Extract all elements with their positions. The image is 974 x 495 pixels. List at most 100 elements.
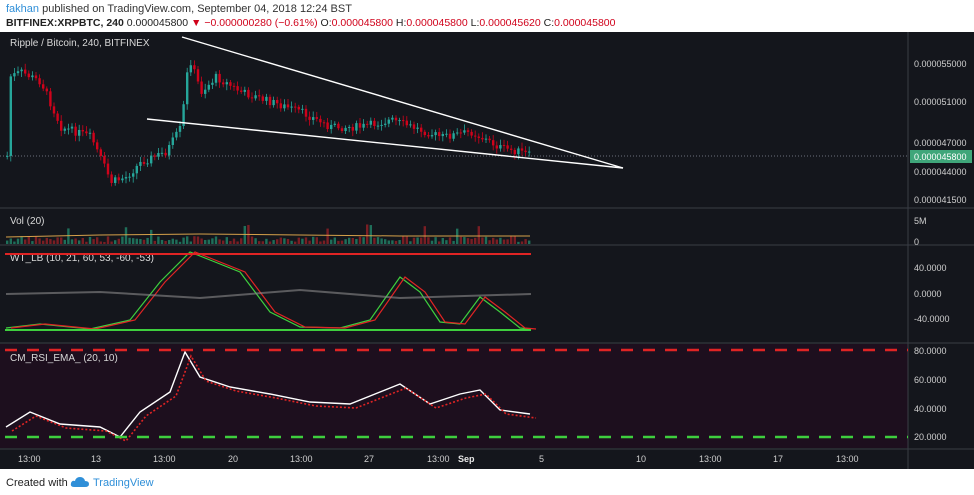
candle-body xyxy=(189,65,192,73)
volume-bar xyxy=(268,241,272,244)
volume-series[interactable] xyxy=(5,224,531,244)
candle-body xyxy=(81,130,84,132)
volume-bar xyxy=(96,237,99,244)
time-label: 13:00 xyxy=(699,454,722,464)
rsi-ema-line xyxy=(11,354,537,443)
candle-body xyxy=(308,116,311,120)
tradingview-cloud-icon[interactable] xyxy=(70,475,90,492)
volume-pane-title: Vol (20) xyxy=(10,216,44,227)
candle-body xyxy=(272,99,275,106)
volume-bar xyxy=(362,237,365,244)
candle-body xyxy=(394,117,398,121)
volume-bar xyxy=(207,239,210,244)
candle-body xyxy=(441,134,444,137)
volume-bar xyxy=(258,241,261,244)
candle-body xyxy=(60,120,63,131)
volume-bar xyxy=(182,237,185,244)
candle-body xyxy=(70,126,74,129)
candle-body xyxy=(474,135,477,137)
rsi-series[interactable] xyxy=(5,350,537,443)
volume-bar xyxy=(171,238,174,244)
candle-body xyxy=(153,155,156,157)
lower-trendline[interactable] xyxy=(146,118,624,169)
volume-bar xyxy=(452,240,455,244)
candle-body xyxy=(67,128,70,130)
volume-bar xyxy=(186,236,189,244)
candle-body xyxy=(182,104,185,127)
current-price-label: 0.000045800 xyxy=(914,152,967,162)
volume-bar xyxy=(229,241,232,244)
candle-body xyxy=(139,161,142,166)
candle-body xyxy=(528,151,531,153)
wt-pane[interactable] xyxy=(0,246,908,342)
candle-body xyxy=(344,127,347,131)
high-label: H: xyxy=(395,17,407,29)
time-label: 20 xyxy=(228,454,238,464)
volume-bar xyxy=(92,239,95,244)
volume-bar xyxy=(49,239,52,244)
candle-body xyxy=(200,81,203,94)
volume-bar xyxy=(265,238,268,244)
wt-histogram xyxy=(5,288,532,300)
volume-bar xyxy=(384,239,387,244)
candle-body xyxy=(348,126,351,128)
chart-svg[interactable]: Ripple / Bitcoin, 240, BITFINEX Vol (20)… xyxy=(0,32,974,469)
volume-bar xyxy=(225,237,228,244)
volume-bar xyxy=(168,240,171,244)
last-price: 0.000045800 xyxy=(126,17,189,29)
time-label: 27 xyxy=(364,454,374,464)
upper-trendline[interactable] xyxy=(181,36,624,169)
volume-bar xyxy=(459,236,462,244)
candle-body xyxy=(106,163,110,175)
main-pane[interactable] xyxy=(0,32,908,207)
wt-series[interactable] xyxy=(5,251,537,330)
volume-bar xyxy=(124,227,128,244)
volume-bar xyxy=(474,237,477,244)
volume-bar xyxy=(157,236,160,244)
candle-body xyxy=(499,145,502,149)
candlestick-series[interactable] xyxy=(6,60,531,187)
candle-body xyxy=(204,89,207,94)
volume-label: 5M xyxy=(914,216,927,226)
candle-body xyxy=(358,123,362,128)
volume-bar xyxy=(445,240,448,244)
candle-body xyxy=(211,82,214,85)
volume-bar xyxy=(45,237,48,244)
candle-body xyxy=(337,123,340,129)
volume-bar xyxy=(254,238,257,244)
down-arrow-icon: ▼ xyxy=(191,17,202,29)
volume-bar xyxy=(164,241,167,244)
volume-bar xyxy=(355,238,358,244)
volume-bar xyxy=(366,224,369,244)
candle-body xyxy=(351,126,354,131)
volume-bar xyxy=(9,238,12,244)
candle-body xyxy=(369,120,372,125)
volume-bar xyxy=(481,237,484,244)
volume-bar xyxy=(52,240,56,244)
candle-body xyxy=(294,106,297,108)
author-link[interactable]: fakhan xyxy=(6,3,40,15)
candle-body xyxy=(240,90,243,92)
volume-bar xyxy=(81,238,84,244)
candle-body xyxy=(207,84,210,90)
wt-pane-title: WT_LB (10, 21, 60, 53, -60, -53) xyxy=(10,253,154,264)
volume-bar xyxy=(524,239,527,244)
volume-bar xyxy=(330,239,333,244)
volume-bar xyxy=(434,237,437,244)
volume-bar xyxy=(250,236,254,244)
chart-area[interactable]: Ripple / Bitcoin, 240, BITFINEX Vol (20)… xyxy=(0,32,974,469)
candle-body xyxy=(416,127,419,129)
volume-bar xyxy=(373,237,376,244)
candle-body xyxy=(373,120,376,127)
volume-label: 0 xyxy=(914,237,919,247)
published-text: published on TradingView.com, September … xyxy=(42,3,352,15)
tradingview-link[interactable]: TradingView xyxy=(93,477,154,489)
volume-bar xyxy=(236,241,239,244)
volume-bar xyxy=(117,238,120,244)
volume-bar xyxy=(110,241,113,244)
volume-bar xyxy=(56,237,59,244)
candle-body xyxy=(481,137,484,140)
candle-body xyxy=(312,117,315,120)
volume-bar xyxy=(60,237,63,244)
volume-bar xyxy=(31,241,34,244)
